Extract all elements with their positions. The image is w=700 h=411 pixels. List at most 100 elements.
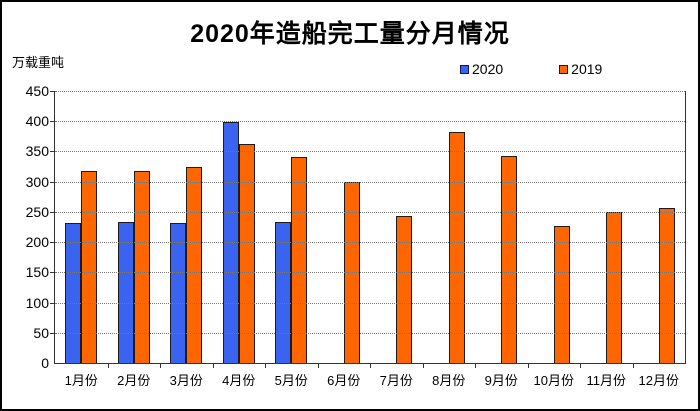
gridline-200: [55, 242, 685, 244]
x-axis-label-3月份: 3月份: [169, 373, 203, 388]
y-axis-tick: [50, 181, 54, 183]
bar-position: [170, 222, 187, 363]
bar-position: [553, 226, 570, 363]
x-axis-tick: [527, 364, 529, 368]
y-axis-tick: [50, 272, 54, 274]
bar-2019-5月份: [291, 156, 308, 363]
x-axis-label-6月份: 6月份: [327, 373, 361, 388]
legend-entry-2019: 2019: [559, 61, 602, 77]
gridline-350: [55, 151, 685, 153]
month-slot-10月份: [528, 91, 581, 363]
bar-2020-2月份: [117, 221, 134, 363]
bar-position: [606, 211, 623, 363]
x-axis-tick: [160, 364, 161, 368]
x-axis-label-1月份: 1月份: [64, 373, 98, 388]
x-axis-tick: [107, 364, 109, 368]
y-axis-unit-label: 万载重吨: [12, 55, 65, 70]
month-slot-1月份: [55, 91, 108, 363]
gridline-100: [55, 302, 685, 304]
legend: 2020 2019: [460, 61, 602, 77]
y-axis-label-300: 300: [25, 173, 49, 190]
bar-2019-1月份: [81, 171, 98, 363]
bar-position: [117, 221, 134, 363]
gridline-50: [55, 332, 685, 334]
bars-container: [55, 91, 685, 363]
bar-position: [501, 155, 518, 363]
bar-2019-12月份: [658, 207, 675, 363]
gridline-150: [55, 272, 685, 274]
bar-2019-3月份: [186, 166, 203, 363]
x-axis-tick: [212, 364, 214, 368]
legend-label-2020: 2020: [472, 61, 504, 77]
y-axis-label-100: 100: [25, 294, 49, 311]
x-axis-label-10月份: 10月份: [533, 373, 574, 388]
x-axis-label-9月份: 9月份: [484, 373, 518, 388]
month-slot-2月份: [108, 91, 161, 363]
bar-2019-2月份: [133, 170, 150, 363]
legend-entry-2020: 2020: [460, 61, 503, 77]
x-axis-label-11月份: 11月份: [586, 373, 627, 388]
x-axis-tick: [370, 364, 371, 368]
month-slot-8月份: [423, 91, 476, 363]
month-slot-9月份: [475, 91, 528, 363]
y-axis-label-150: 150: [25, 264, 49, 281]
month-slot-11月份: [580, 91, 633, 363]
y-axis-tick: [50, 121, 54, 123]
x-axis-tick: [317, 364, 319, 368]
chart-title: 2020年造船完工量分月情况: [190, 20, 510, 48]
y-axis-label-0: 0: [41, 355, 49, 371]
gridline-400: [55, 121, 685, 123]
month-slot-3月份: [160, 91, 213, 363]
bar-2019-4月份: [238, 144, 255, 363]
month-slot-5月份: [265, 91, 318, 363]
y-axis-tick: [50, 211, 54, 213]
x-axis-tick: [475, 364, 476, 368]
bar-position: [275, 221, 292, 363]
month-slot-7月份: [370, 91, 423, 363]
x-axis-label-2月份: 2月份: [117, 373, 151, 388]
y-axis-tick: [50, 302, 54, 304]
bar-position: [186, 166, 203, 363]
legend-swatch-2020: [460, 64, 469, 74]
x-axis-label-12月份: 12月份: [638, 373, 679, 388]
x-axis-tick: [265, 364, 266, 368]
x-axis-tick: [580, 364, 581, 368]
y-axis-label-50: 50: [33, 324, 49, 341]
month-slot-6月份: [318, 91, 371, 363]
y-axis-tick: [50, 151, 54, 153]
x-axis-label-4月份: 4月份: [222, 373, 256, 388]
bar-position: [81, 171, 98, 363]
bar-2019-7月份: [396, 215, 413, 363]
legend-label-2019: 2019: [571, 61, 603, 77]
bar-2020-5月份: [275, 221, 292, 363]
bar-position: [133, 170, 150, 363]
bar-2019-10月份: [553, 226, 570, 363]
gridline-300: [55, 181, 685, 183]
x-axis-tick: [422, 364, 424, 368]
bar-position: [65, 222, 82, 363]
bar-position: [238, 144, 255, 363]
y-axis-label-400: 400: [25, 113, 49, 130]
month-slot-4月份: [213, 91, 266, 363]
gridline-450: [55, 91, 685, 92]
month-slot-12月份: [633, 91, 686, 363]
bar-2019-9月份: [501, 155, 518, 363]
x-axis-tick: [632, 364, 634, 368]
bar-2019-11月份: [606, 211, 623, 363]
bar-position: [448, 131, 465, 363]
bar-2020-1月份: [65, 222, 82, 363]
y-axis-label-350: 350: [25, 143, 49, 160]
bar-2020-3月份: [170, 222, 187, 363]
bar-2019-8月份: [448, 131, 465, 363]
bar-position: [396, 215, 413, 363]
y-axis-label-250: 250: [25, 203, 49, 220]
plot-area: 0 50 100 150 200 250 300 350 400 450 1月份 2月份 3月份 4月份 5…: [26, 83, 686, 388]
legend-swatch-2019: [559, 64, 569, 74]
x-axis-label-5月份: 5月份: [274, 373, 308, 388]
y-axis-tick: [50, 91, 54, 92]
y-axis-tick: [50, 332, 54, 334]
y-axis-label-450: 450: [25, 83, 49, 99]
bar-position: [291, 156, 308, 363]
x-axis-label-7月份: 7月份: [379, 373, 413, 388]
